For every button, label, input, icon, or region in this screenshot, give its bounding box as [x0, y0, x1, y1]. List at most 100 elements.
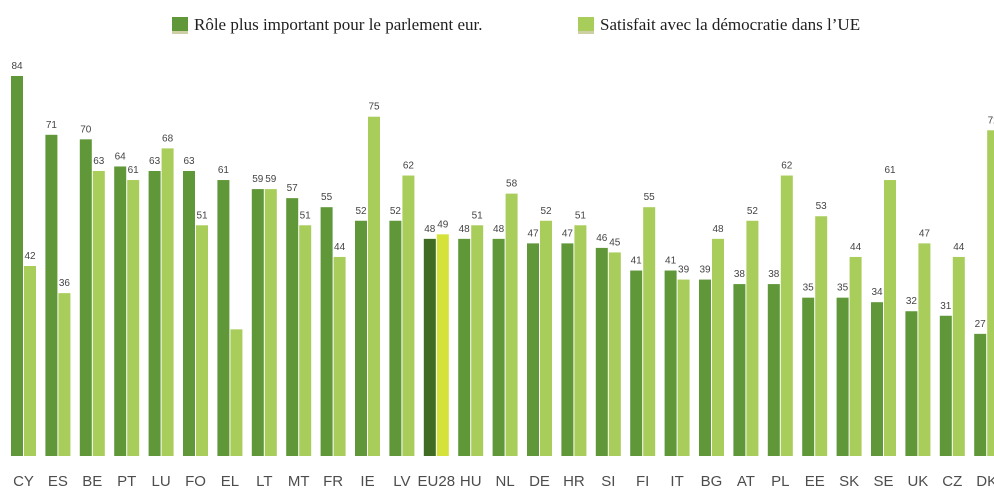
bar-series-1-lv [389, 220, 402, 456]
bar-series-2-nl [505, 193, 518, 456]
x-tick-label-fo: FO [185, 473, 206, 490]
x-tick-label-ie: IE [360, 473, 374, 490]
value-label-series-1-mt: 57 [287, 183, 299, 194]
x-tick-label-ee: EE [805, 473, 825, 490]
value-label-series-1-lu: 63 [149, 156, 161, 167]
bar-series-2-be [92, 171, 105, 456]
x-tick-label-lu: LU [152, 473, 171, 490]
bar-series-2-at [746, 220, 759, 456]
bar-series-1-se [871, 302, 883, 456]
value-label-series-1-sk: 35 [837, 283, 849, 294]
x-tick-label-it: IT [670, 473, 683, 490]
value-label-series-2-sk: 44 [850, 242, 862, 253]
bar-series-2-se [884, 180, 896, 457]
value-label-series-2-fo: 51 [196, 210, 208, 221]
value-label-series-1-dk: 27 [975, 319, 987, 330]
value-label-series-1-se: 34 [871, 287, 883, 298]
x-tick-label-pl: PL [771, 473, 789, 490]
value-label-series-1-at: 38 [734, 269, 746, 280]
x-tick-label-es: ES [48, 473, 68, 490]
value-label-series-2-hr: 51 [575, 210, 587, 221]
value-label-series-1-es: 71 [46, 120, 58, 131]
value-label-series-1-hu: 48 [459, 224, 471, 235]
value-label-series-2-es: 36 [59, 278, 71, 289]
value-label-series-2-fr: 44 [334, 242, 346, 253]
bar-series-1-be [79, 139, 92, 457]
bar-series-2-lv [402, 175, 415, 456]
bar-series-1-uk [905, 311, 918, 456]
value-label-series-2-eu28: 49 [437, 219, 449, 230]
bar-series-2-el [230, 329, 243, 456]
bar-series-1-sk [836, 297, 849, 456]
x-tick-label-se: SE [873, 473, 893, 490]
value-label-series-2-bg: 48 [712, 224, 724, 235]
value-label-series-2-mt: 51 [300, 210, 312, 221]
value-label-series-2-dk: 72 [988, 115, 994, 126]
bar-series-2-bg [712, 238, 724, 456]
x-tick-label-hu: HU [460, 473, 482, 490]
value-label-series-1-ee: 35 [803, 283, 815, 294]
value-label-series-2-uk: 47 [919, 228, 931, 239]
bar-series-1-at [733, 284, 746, 456]
x-tick-label-de: DE [529, 473, 550, 490]
bar-series-2-ie [368, 116, 380, 456]
x-tick-label-el: EL [221, 473, 239, 490]
value-label-series-2-lu: 68 [162, 133, 174, 144]
bar-series-1-pl [767, 284, 780, 456]
bar-series-2-es [58, 293, 71, 456]
bar-series-2-lu [161, 148, 174, 456]
bar-series-1-nl [492, 238, 505, 456]
bar-series-1-fr [320, 207, 333, 456]
x-tick-label-lv: LV [393, 473, 410, 490]
value-label-series-2-ee: 53 [816, 201, 828, 212]
value-label-series-2-it: 39 [678, 265, 690, 276]
value-label-series-2-nl: 58 [506, 179, 518, 190]
bar-series-1-dk [974, 333, 987, 456]
bar-series-1-cz [939, 315, 952, 456]
value-label-series-1-uk: 32 [906, 296, 918, 307]
x-tick-label-cy: CY [13, 473, 34, 490]
bar-series-2-mt [299, 225, 312, 456]
bar-series-2-lt [264, 189, 277, 456]
x-tick-label-lt: LT [256, 473, 272, 490]
value-label-series-1-bg: 39 [699, 265, 711, 276]
bar-series-1-bg [699, 279, 711, 456]
x-tick-label-fr: FR [323, 473, 343, 490]
x-tick-label-be: BE [82, 473, 102, 490]
value-label-series-1-fr: 55 [321, 192, 333, 203]
value-label-series-2-pt: 61 [128, 165, 140, 176]
value-label-series-1-ie: 52 [355, 206, 367, 217]
value-label-series-2-lv: 62 [403, 161, 415, 172]
bar-series-2-uk [918, 243, 931, 456]
bar-series-1-cy [11, 76, 23, 456]
value-label-series-1-si: 46 [596, 233, 608, 244]
bar-series-1-ie [355, 220, 367, 456]
x-tick-label-hr: HR [563, 473, 585, 490]
legend-item-series-1: Rôle plus important pour le parlement eu… [172, 10, 482, 40]
value-label-series-2-cz: 44 [953, 242, 965, 253]
value-label-series-1-el: 61 [218, 165, 230, 176]
value-label-series-2-hu: 51 [472, 210, 484, 221]
bar-series-2-hr [574, 225, 587, 456]
legend: Rôle plus important pour le parlement eu… [0, 10, 994, 40]
x-tick-label-fi: FI [636, 473, 649, 490]
bar-series-2-fo [196, 225, 208, 456]
bar-series-1-lu [148, 171, 161, 456]
bar-series-2-cz [952, 256, 965, 456]
x-tick-label-at: AT [737, 473, 755, 490]
bar-series-1-hu [458, 238, 471, 456]
value-label-series-1-hr: 47 [562, 228, 574, 239]
value-label-series-2-se: 61 [884, 165, 896, 176]
bar-series-2-dk [987, 130, 994, 457]
value-label-series-1-it: 41 [665, 256, 677, 267]
value-label-series-1-fi: 41 [631, 256, 643, 267]
bar-series-1-fo [183, 171, 195, 456]
value-label-series-1-lt: 59 [252, 174, 264, 185]
value-label-series-2-cy: 42 [24, 251, 36, 262]
bar-series-2-fr [333, 256, 346, 456]
bar-series-1-ee [802, 297, 815, 456]
x-tick-label-eu28: EU28 [418, 473, 456, 490]
value-label-series-1-pl: 38 [768, 269, 780, 280]
bar-series-2-fi [643, 207, 656, 456]
